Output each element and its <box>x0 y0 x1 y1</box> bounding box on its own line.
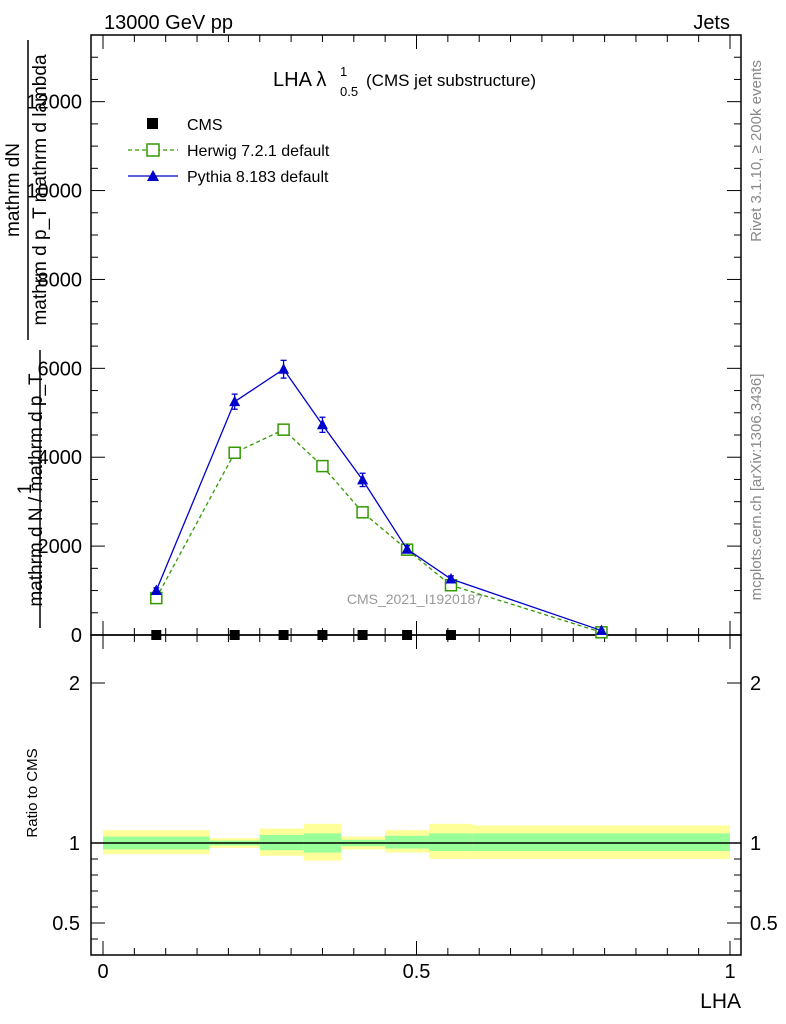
cms-point <box>151 630 162 640</box>
series-cms <box>151 630 456 640</box>
ratio-axis-ticks <box>91 682 741 940</box>
ratio-tick-label-0.5: 0.5 <box>52 913 80 935</box>
cms-point <box>317 630 328 640</box>
x-axis-label: LHA <box>700 990 741 1013</box>
cms-point <box>278 630 289 640</box>
legend-cms-label: CMS <box>187 117 223 134</box>
pythia-point <box>229 395 241 407</box>
x-tick-label-0.5: 0.5 <box>403 961 431 983</box>
y-tick-label-10000: 10000 <box>26 181 82 203</box>
x-tick-label-1: 1 <box>724 961 735 983</box>
herwig-point <box>277 423 290 436</box>
ylabel-dpdl: mathrm d p_T mathrm d lambda <box>30 54 51 325</box>
ratio-tick-labels: 0.5 1 2 0.5 1 2 <box>52 673 778 935</box>
herwig-point <box>316 459 329 473</box>
ratio-tick-label-right-1: 1 <box>750 833 761 855</box>
herwig-line <box>155 428 602 633</box>
y-tick-label-12000: 12000 <box>26 92 82 114</box>
cms-point <box>229 630 240 640</box>
ratio-tick-label-1: 1 <box>69 833 80 855</box>
legend: CMS Herwig 7.2.1 default Pythia 8.183 de… <box>128 117 330 186</box>
y-tick-label-4000: 4000 <box>38 447 83 469</box>
legend-cms-marker <box>147 118 158 129</box>
ratio-ylabel: Ratio to CMS <box>24 748 41 837</box>
ratio-band-green <box>429 833 473 851</box>
legend-pythia-marker <box>147 170 159 181</box>
mcplots-label: mcplots.cern.ch [arXiv:1306.3436] <box>748 374 765 601</box>
ratio-tick-label-right-0.5: 0.5 <box>750 913 778 935</box>
pythia-point <box>278 363 290 374</box>
x-tick-labels: 0 0.5 1 <box>97 961 735 983</box>
pythia-point <box>316 418 328 430</box>
herwig-point <box>356 506 369 519</box>
ratio-frame <box>90 634 742 956</box>
pythia-point <box>357 473 369 485</box>
ylabel-denominator: mathrm d N / mathrm d p_T <box>26 373 47 607</box>
cms-point <box>402 630 413 640</box>
x-tick-label-0: 0 <box>97 961 108 983</box>
ylabel-dn: mathrm dN <box>3 143 24 237</box>
chart-title: LHA λ 1 0.5 (CMS jet substructure) <box>273 64 536 99</box>
main-ylabel: 1 mathrm d N / mathrm d p_T mathrm dN ma… <box>3 40 51 628</box>
ratio-bands <box>103 823 730 861</box>
cms-point <box>445 630 456 640</box>
header-left: 13000 GeV pp <box>104 12 233 34</box>
ratio-tick-label-right-2: 2 <box>750 673 761 695</box>
header-right: Jets <box>693 12 730 34</box>
title-subscript: 0.5 <box>340 84 358 99</box>
pythia-line <box>155 368 602 632</box>
legend-herwig-label: Herwig 7.2.1 default <box>187 143 330 160</box>
ratio-band-green <box>472 833 730 851</box>
series-pythia <box>150 359 607 636</box>
main-y-tick-labels: 0 2000 4000 6000 8000 10000 12000 <box>26 92 82 647</box>
title-superscript: 1 <box>340 64 347 79</box>
y-tick-label-0: 0 <box>71 625 82 647</box>
analysis-watermark: CMS_2021_I1920187 <box>347 591 483 607</box>
title-main: LHA λ <box>273 69 326 91</box>
pythia-point <box>445 573 457 584</box>
y-tick-label-8000: 8000 <box>38 269 83 291</box>
y-tick-label-6000: 6000 <box>38 358 83 380</box>
main-axis-ticks <box>91 56 741 636</box>
legend-pythia-label: Pythia 8.183 default <box>187 169 329 186</box>
cms-point <box>357 630 368 640</box>
pythia-point <box>150 584 162 596</box>
herwig-point <box>228 446 241 460</box>
ylabel-numerator: 1 <box>15 484 36 495</box>
ratio-tick-label-2: 2 <box>69 673 80 695</box>
title-suffix: (CMS jet substructure) <box>366 71 536 90</box>
rivet-label: Rivet 3.1.10, ≥ 200k events <box>748 60 765 242</box>
y-tick-label-2000: 2000 <box>38 536 83 558</box>
pythia-point <box>401 543 413 554</box>
pythia-point <box>595 624 607 636</box>
ratio-band-green <box>385 835 430 849</box>
legend-herwig-marker <box>146 143 160 157</box>
